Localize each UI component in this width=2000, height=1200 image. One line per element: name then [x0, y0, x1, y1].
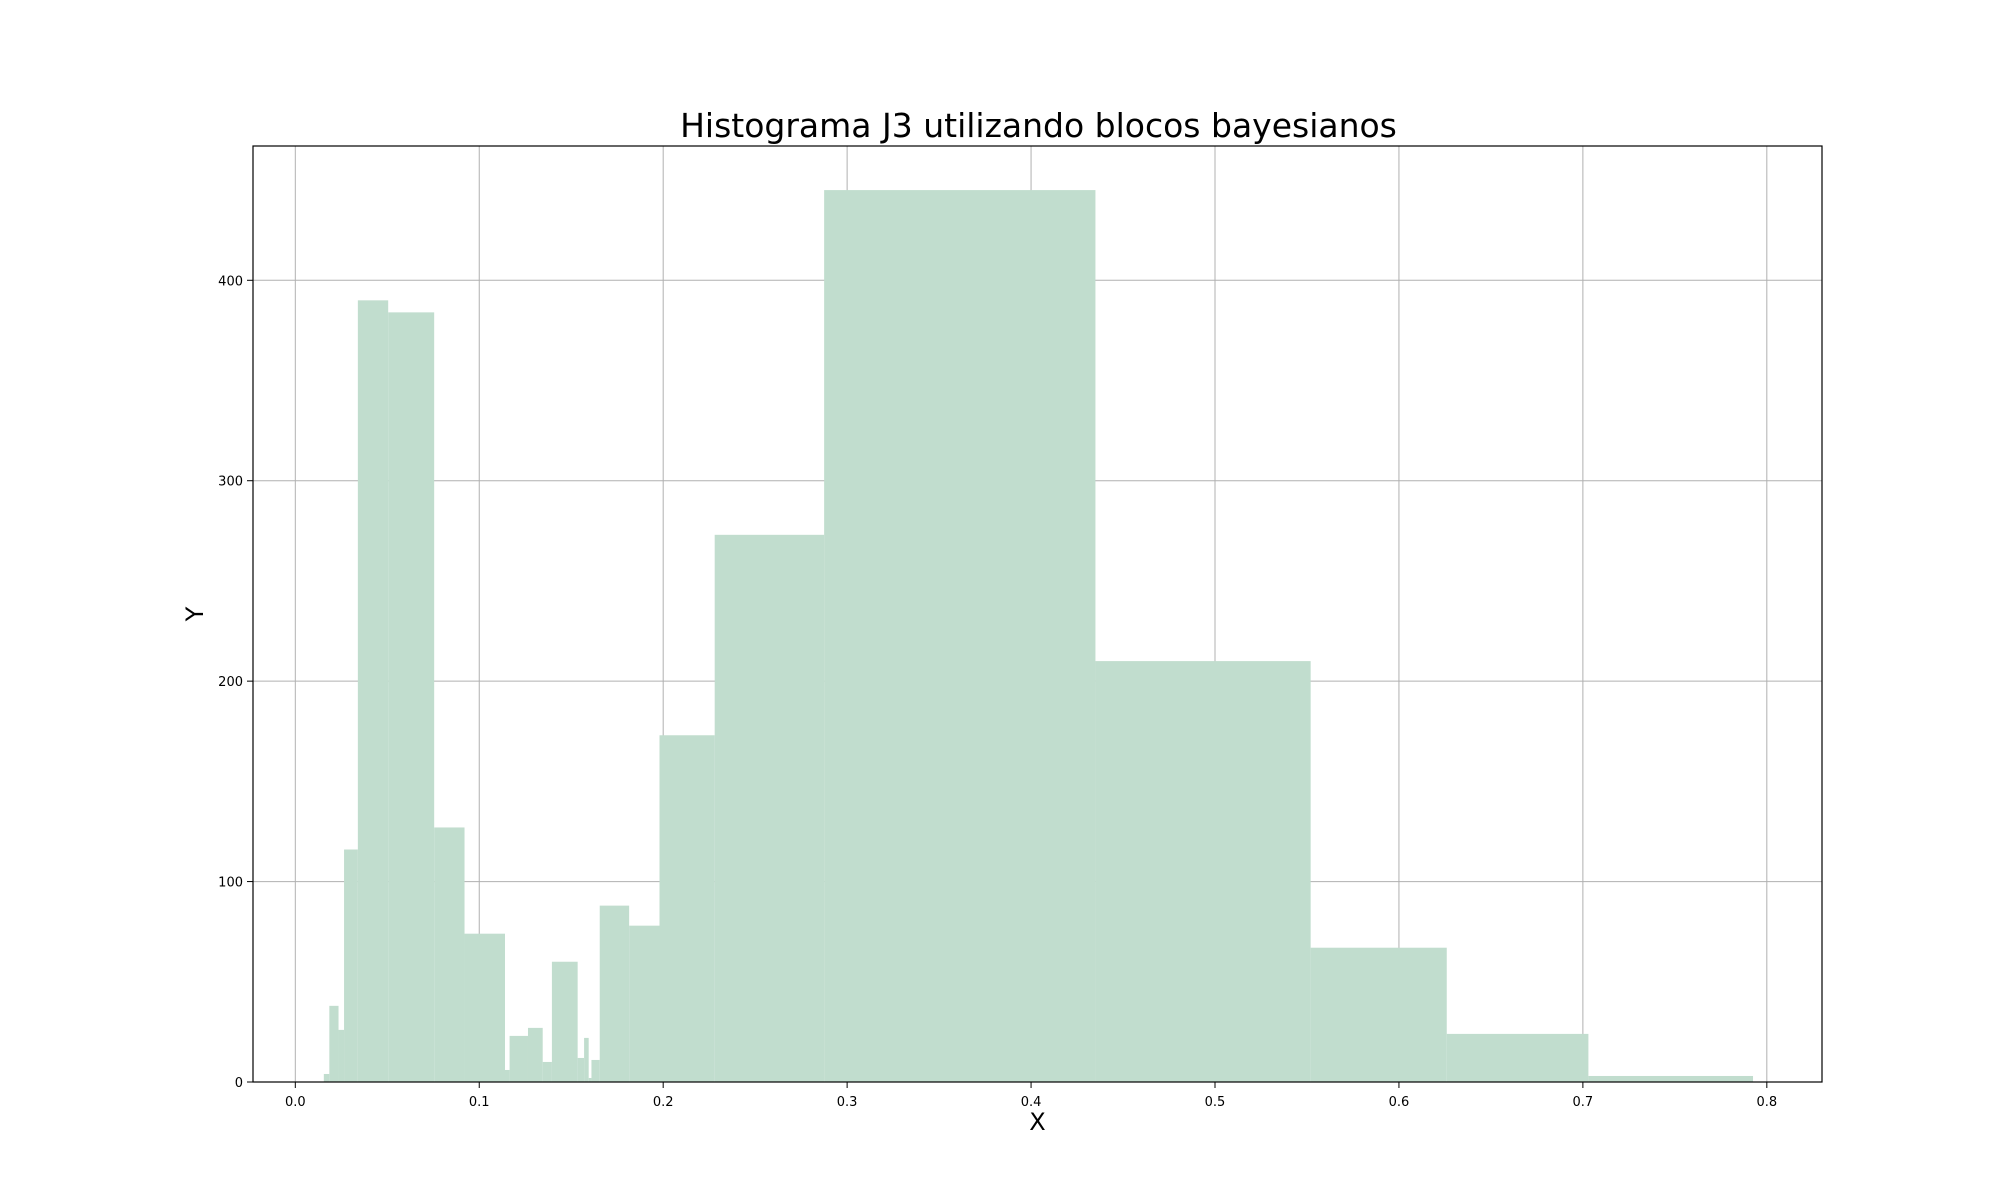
y-tick-label: 0 [235, 1076, 243, 1091]
histogram-bar [629, 925, 660, 1082]
x-tick-label: 0.7 [1573, 1095, 1594, 1110]
histogram-bar [434, 827, 465, 1082]
x-axis-title: X [1029, 1108, 1045, 1136]
histogram-bar [527, 1027, 543, 1082]
y-tick-label: 200 [218, 675, 243, 690]
y-tick-label: 400 [218, 274, 243, 289]
y-axis-title: Y [181, 606, 209, 622]
histogram-bar [542, 1061, 552, 1082]
histogram-bar [1446, 1033, 1589, 1082]
x-tick-label: 0.2 [653, 1095, 674, 1110]
y-tick-label: 100 [218, 876, 243, 891]
x-tick-label: 0.0 [285, 1095, 306, 1110]
histogram-bar [344, 849, 358, 1082]
histogram-bar [591, 1059, 600, 1082]
histogram-bar [509, 1035, 528, 1082]
histogram-bar [1310, 947, 1447, 1082]
histogram-bar [338, 1029, 345, 1082]
histogram-bar [714, 534, 825, 1082]
histogram-bar [1095, 661, 1311, 1082]
x-tick-label: 0.1 [469, 1095, 490, 1110]
histogram-bar [323, 1073, 330, 1082]
histogram-bars [323, 190, 1754, 1082]
histogram-bar [824, 190, 1096, 1082]
axes-frame [252, 145, 1823, 1083]
x-tick-label: 0.4 [1021, 1095, 1042, 1110]
x-axis-ticks: 0.0 0.1 0.2 0.3 0.4 0.5 0.6 0.7 0.8 [285, 1082, 1777, 1110]
histogram-bar [329, 1005, 339, 1082]
y-axis-ticks: 0 100 200 300 400 [218, 274, 253, 1091]
histogram-bar [659, 735, 715, 1082]
histogram-bar [464, 933, 505, 1082]
histogram-bar [388, 312, 435, 1082]
y-tick-label: 300 [218, 475, 243, 490]
histogram-bar [599, 905, 630, 1082]
histogram-bar [504, 1069, 510, 1082]
x-tick-label: 0.3 [837, 1095, 858, 1110]
x-tick-label: 0.5 [1205, 1095, 1226, 1110]
histogram-bar [551, 961, 578, 1082]
x-tick-label: 0.8 [1756, 1095, 1777, 1110]
histogram-bar [588, 1077, 592, 1082]
chart-title: Histograma J3 utilizando blocos bayesian… [680, 106, 1397, 145]
histogram-bar [1588, 1075, 1754, 1082]
x-tick-label: 0.6 [1389, 1095, 1410, 1110]
histogram-bar [584, 1037, 589, 1082]
histogram-bar [357, 300, 389, 1082]
histogram-bar [577, 1057, 585, 1082]
